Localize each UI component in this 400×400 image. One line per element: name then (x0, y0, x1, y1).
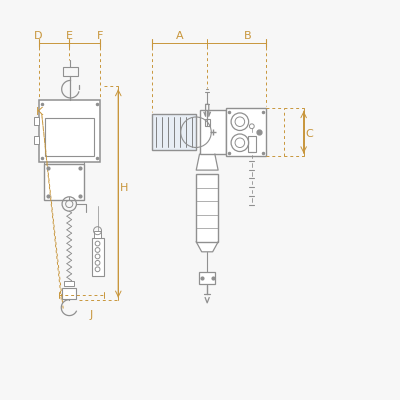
Bar (64, 280, 74, 286)
Text: H: H (120, 183, 128, 193)
Bar (152, 114, 196, 150)
Text: J: J (90, 310, 93, 320)
Bar (34, 136, 38, 144)
Bar (200, 110, 226, 154)
Text: B: B (244, 31, 252, 41)
Text: K: K (36, 107, 43, 117)
Bar (92, 238, 104, 276)
Bar (199, 272, 215, 284)
Bar (44, 118, 94, 156)
Text: A: A (176, 31, 183, 41)
Bar (196, 174, 218, 242)
Bar (38, 100, 100, 162)
Bar (205, 119, 210, 126)
Polygon shape (196, 242, 218, 252)
Bar (63, 67, 78, 76)
Bar (44, 164, 84, 200)
Text: D: D (34, 31, 43, 41)
Text: F: F (97, 31, 104, 41)
Bar (34, 117, 38, 125)
Bar (248, 136, 256, 152)
Polygon shape (196, 154, 218, 170)
Text: C: C (306, 129, 314, 139)
Bar (62, 288, 76, 299)
Bar (94, 231, 101, 238)
Bar (226, 108, 266, 156)
Text: E: E (66, 31, 73, 41)
